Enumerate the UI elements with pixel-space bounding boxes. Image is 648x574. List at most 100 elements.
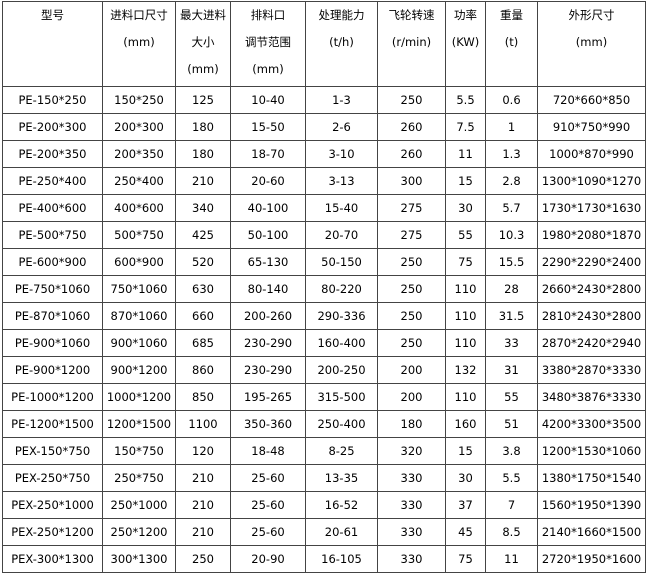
table-cell: 65-130 [230, 248, 306, 276]
table-cell: 195-265 [230, 383, 306, 411]
table-row: PE-900*1060 900*1060 685 230-290 160-400 250 1… [2, 329, 646, 357]
table-cell: 2870*2420*2940 [537, 329, 646, 357]
header-cell: 处理能力 (t/h) [305, 1, 378, 87]
table-cell: 250*400 [102, 167, 176, 195]
table-cell: PE-500*750 [2, 221, 103, 249]
table-cell: 275 [377, 194, 446, 222]
header-text: 大小 [191, 35, 215, 49]
table-cell: 180 [175, 113, 231, 141]
table-cell: 28 [485, 275, 538, 303]
table-cell: 260 [377, 140, 446, 168]
table-cell: 20-70 [305, 221, 378, 249]
header-text: 排料口 [250, 8, 286, 22]
table-cell: 200 [377, 356, 446, 384]
table-cell: 180 [175, 140, 231, 168]
table-cell: 330 [377, 545, 446, 573]
table-cell: 15 [445, 167, 486, 195]
table-cell: 5.5 [485, 464, 538, 492]
table-cell: 3480*3876*3330 [537, 383, 646, 411]
table-cell: 200-250 [305, 356, 378, 384]
table-cell: 15-50 [230, 113, 306, 141]
header-text: 处理能力 [318, 8, 365, 22]
table-cell: 200 [377, 383, 446, 411]
table-cell: 425 [175, 221, 231, 249]
table-cell: PE-900*1060 [2, 329, 103, 357]
table-cell: 2140*1660*1500 [537, 518, 646, 546]
table-cell: 75 [445, 545, 486, 573]
table-cell: 200-260 [230, 302, 306, 330]
header-cell: 飞轮转速 (r/min) [377, 1, 446, 87]
table-cell: 250-400 [305, 410, 378, 438]
table-cell: 1-3 [305, 86, 378, 114]
table-row: PE-1000*1200 1000*1200 850 195-265 315-500 20… [2, 383, 646, 411]
table-cell: 330 [377, 518, 446, 546]
table-cell: 315-500 [305, 383, 378, 411]
table-cell: 1200*1530*1060 [537, 437, 646, 465]
table-cell: 250*1200 [102, 518, 176, 546]
table-row: PEX-150*750 150*750 120 18-48 8-25 320 15 3.8 12… [2, 437, 646, 465]
table-cell: PE-1200*1500 [2, 410, 103, 438]
table-cell: 2810*2430*2800 [537, 302, 646, 330]
table-cell: 210 [175, 518, 231, 546]
table-cell: 11 [485, 545, 538, 573]
table-cell: PE-250*400 [2, 167, 103, 195]
table-row: PE-200*350 200*350 180 18-70 3-10 260 11 1.3 100… [2, 140, 646, 168]
table-cell: 1560*1950*1390 [537, 491, 646, 519]
table-cell: 250 [377, 275, 446, 303]
table-cell: 5.7 [485, 194, 538, 222]
table-cell: 3380*2870*3330 [537, 356, 646, 384]
table-cell: 3-13 [305, 167, 378, 195]
table-cell: 110 [445, 383, 486, 411]
table-cell: 1300*1090*1270 [537, 167, 646, 195]
table-cell: 120 [175, 437, 231, 465]
table-cell: 660 [175, 302, 231, 330]
table-cell: 55 [485, 383, 538, 411]
table-row: PE-500*750 500*750 425 50-100 20-70 275 55 10.3… [2, 221, 646, 249]
header-cell: 最大进料大小 (mm) [175, 1, 231, 87]
table-cell: 50-150 [305, 248, 378, 276]
table-cell: 7 [485, 491, 538, 519]
table-cell: 2660*2430*2800 [537, 275, 646, 303]
table-cell: 230-290 [230, 356, 306, 384]
header-text: (mm) [575, 35, 608, 49]
header-text: 最大进料 [180, 8, 226, 22]
table-cell: 2290*2290*2400 [537, 248, 646, 276]
table-cell: 4200*3300*3500 [537, 410, 646, 438]
header-text: (KW) [451, 35, 480, 49]
table-row: PE-900*1200 900*1200 860 230-290 200-250 200 1… [2, 356, 646, 384]
table-cell: 18-48 [230, 437, 306, 465]
table-cell: 600*900 [102, 248, 176, 276]
table-cell: 350-360 [230, 410, 306, 438]
table-cell: 250 [175, 545, 231, 573]
table-cell: 500*750 [102, 221, 176, 249]
table-cell: 3-10 [305, 140, 378, 168]
table-cell: PE-1000*1200 [2, 383, 103, 411]
table-cell: PE-870*1060 [2, 302, 103, 330]
table-cell: 300*1300 [102, 545, 176, 573]
table-cell: 20-61 [305, 518, 378, 546]
table-cell: 18-70 [230, 140, 306, 168]
table-cell: 850 [175, 383, 231, 411]
table-cell: 1000*1200 [102, 383, 176, 411]
header-cell: 排料口调节范围 (mm) [230, 1, 306, 87]
header-cell: 外形尺寸 (mm) [537, 1, 646, 87]
header-text: (mm) [187, 62, 219, 76]
table-cell: 200*300 [102, 113, 176, 141]
table-cell: 1100 [175, 410, 231, 438]
header-cell: 进料口尺寸 (mm) [102, 1, 176, 87]
table-cell: 250 [377, 86, 446, 114]
table-cell: 25-60 [230, 491, 306, 519]
table-cell: 132 [445, 356, 486, 384]
header-text: 调节范围 [245, 35, 291, 49]
table-cell: PEX-250*1000 [2, 491, 103, 519]
table-cell: 150*750 [102, 437, 176, 465]
header-text: (mm) [252, 62, 284, 76]
table-cell: 80-140 [230, 275, 306, 303]
table-row: PE-150*250 150*250 125 10-40 1-3 250 5.5 0.6 720… [2, 86, 646, 114]
table-cell: 330 [377, 464, 446, 492]
table-cell: 16-52 [305, 491, 378, 519]
table-row: PEX-250*1000 250*1000 210 25-60 16-52 330 37 7 1… [2, 491, 646, 519]
table-cell: 275 [377, 221, 446, 249]
table-cell: 1200*1500 [102, 410, 176, 438]
